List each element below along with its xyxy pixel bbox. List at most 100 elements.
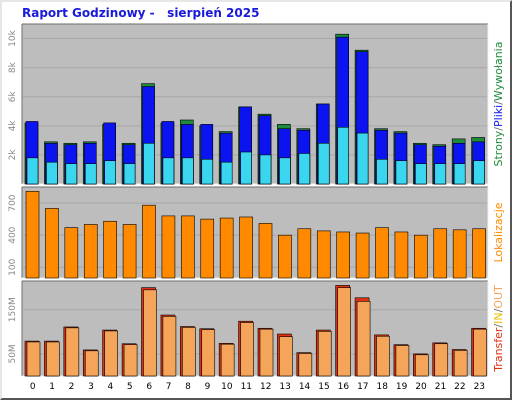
bar-wywolania — [240, 151, 252, 185]
side-legend-part: OUT — [492, 285, 505, 309]
bar-lokalizacje — [355, 232, 370, 279]
bar-out — [46, 341, 60, 377]
bar-out — [240, 322, 254, 377]
bar-lokalizacje — [394, 231, 409, 279]
side-legend-part: Wywołania — [492, 42, 505, 102]
bar-wywolania — [220, 161, 233, 185]
bar-lokalizacje — [452, 229, 467, 279]
y-tick-label: 700 — [8, 194, 18, 211]
bar-out — [162, 316, 177, 377]
x-tick-label: 23 — [474, 382, 485, 392]
bar-lokalizacje — [297, 228, 312, 279]
side-legend-part: IN — [492, 312, 505, 323]
plot-area-1 — [22, 24, 488, 184]
bar-wywolania — [259, 154, 272, 185]
bar-wywolania — [337, 126, 349, 185]
x-tick-label: 7 — [166, 382, 172, 392]
side-legend-part: / — [492, 127, 505, 131]
bar-wywolania — [123, 163, 136, 185]
bar-lokalizacje — [433, 228, 448, 279]
y-tick-label: 6k — [8, 90, 18, 102]
bar-lokalizacje — [103, 220, 117, 279]
x-tick-label: 8 — [185, 382, 191, 392]
y-tick-label: 10k — [8, 29, 18, 46]
bar-wywolania — [162, 157, 175, 185]
bar-wywolania — [143, 142, 155, 185]
bar-lokalizacje — [64, 227, 79, 279]
side-legend-part: Transfer — [492, 327, 505, 373]
side-legend-part: Strony — [492, 130, 505, 166]
x-tick-label: 5 — [127, 382, 133, 392]
bar-wywolania — [26, 157, 39, 185]
x-tick-label: 18 — [376, 382, 388, 392]
side-legend-part: / — [492, 101, 505, 105]
bar-out — [356, 301, 371, 377]
bar-lokalizacje — [472, 228, 486, 279]
plot-area-2 — [22, 187, 488, 278]
bar-lokalizacje — [375, 227, 389, 279]
side-legend-part: Lokalizacje — [492, 202, 505, 262]
x-tick-label: 21 — [435, 382, 446, 392]
bar-lokalizacje — [25, 190, 40, 279]
bar-out — [201, 329, 216, 377]
chart-title: Raport Godzinowy - sierpień 2025 — [22, 6, 260, 20]
x-tick-label: 2 — [69, 382, 75, 392]
bar-wywolania — [84, 163, 97, 185]
bar-lokalizacje — [219, 217, 234, 279]
bar-wywolania — [298, 153, 311, 185]
x-tick-label: 9 — [205, 382, 211, 392]
x-tick-label: 15 — [318, 382, 329, 392]
bar-wywolania — [104, 160, 116, 185]
bar-lokalizacje — [200, 218, 215, 279]
x-tick-label: 22 — [454, 382, 465, 392]
bar-lokalizacje — [122, 224, 137, 279]
y-tick-label: 100 — [8, 258, 18, 275]
y-tick-label: 4k — [8, 120, 18, 132]
side-legend-part: Pliki — [492, 105, 505, 127]
y-tick-label: 50M — [8, 344, 18, 363]
bar-wywolania — [65, 163, 78, 185]
y-tick-label: 8k — [8, 61, 18, 73]
side-legend-part: / — [492, 308, 505, 312]
x-tick-label: 10 — [221, 382, 233, 392]
bar-lokalizacje — [239, 216, 253, 279]
x-tick-label: 20 — [415, 382, 427, 392]
y-tick-label: 400 — [8, 226, 18, 243]
bar-wywolania — [434, 163, 447, 185]
bar-lokalizacje — [45, 208, 59, 279]
x-tick-label: 1 — [49, 382, 55, 392]
bar-lokalizacje — [83, 224, 98, 279]
bar-wywolania — [395, 160, 408, 185]
bar-out — [279, 336, 293, 377]
bar-lokalizacje — [278, 234, 292, 279]
bar-wywolania — [376, 158, 388, 185]
bar-out — [104, 330, 118, 377]
x-tick-label: 4 — [108, 382, 114, 392]
bar-wywolania — [182, 157, 194, 185]
bar-wywolania — [356, 132, 369, 185]
bar-wywolania — [453, 163, 466, 185]
bar-out — [453, 350, 468, 377]
x-tick-label: 13 — [279, 382, 290, 392]
bar-out — [123, 344, 138, 377]
bar-lokalizacje — [161, 215, 176, 279]
bar-out — [317, 331, 332, 377]
bar-lokalizacje — [142, 204, 156, 279]
side-legend-3: Transfer/IN/OUT — [492, 285, 505, 373]
bar-wywolania — [473, 160, 485, 185]
bar-out — [415, 354, 429, 377]
bar-wywolania — [415, 163, 427, 185]
bar-out — [84, 350, 99, 377]
bar-wywolania — [279, 157, 291, 185]
x-tick-label: 6 — [146, 382, 152, 392]
bar-out — [395, 345, 410, 377]
x-tick-label: 11 — [241, 382, 252, 392]
bar-out — [298, 353, 313, 377]
bar-out — [65, 327, 80, 377]
x-tick-label: 3 — [88, 382, 94, 392]
x-tick-label: 16 — [338, 382, 350, 392]
bar-lokalizacje — [181, 215, 195, 279]
bar-out — [220, 343, 235, 377]
side-legend-2: Lokalizacje — [492, 202, 505, 262]
